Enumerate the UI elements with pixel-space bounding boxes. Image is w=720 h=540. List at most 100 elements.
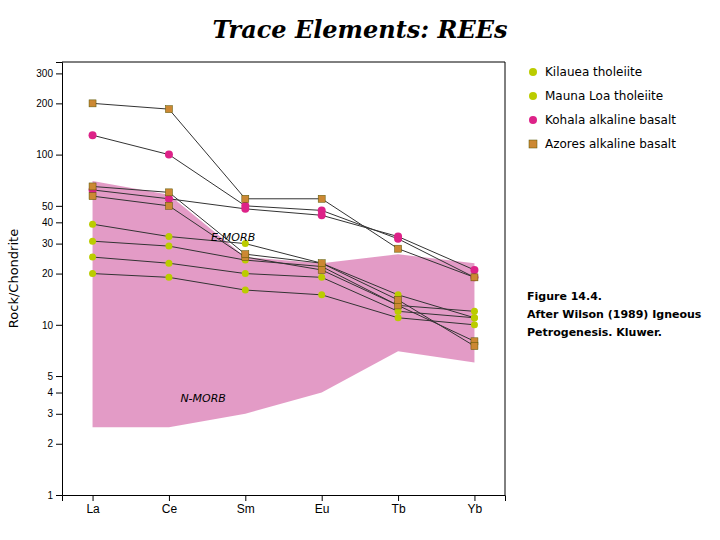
morb-band bbox=[93, 181, 475, 427]
legend: Kilauea tholeiiteMauna Loa tholeiiteKoha… bbox=[529, 65, 676, 151]
data-point bbox=[318, 260, 325, 267]
x-tick: Eu bbox=[315, 495, 330, 516]
y-tick-mark bbox=[56, 103, 62, 104]
series-line bbox=[93, 186, 475, 346]
legend-label: Kohala alkaline basalt bbox=[545, 113, 676, 127]
legend-marker bbox=[529, 92, 537, 100]
y-tick-label: 40 bbox=[42, 217, 54, 228]
series-line bbox=[93, 196, 475, 341]
y-tick-label: 50 bbox=[42, 201, 54, 212]
data-point bbox=[89, 100, 96, 107]
x-tick-label: Sm bbox=[237, 502, 255, 516]
chart: LaCeSmEuTbYb123451020304050100200300E-MO… bbox=[0, 0, 720, 540]
x-tick: Sm bbox=[237, 495, 255, 516]
y-tick: 4 bbox=[47, 387, 62, 398]
y-tick-mark bbox=[56, 206, 62, 207]
data-point bbox=[165, 260, 172, 267]
legend-marker bbox=[529, 140, 537, 148]
frame bbox=[505, 62, 506, 495]
data-point bbox=[318, 260, 325, 267]
x-tick-mark bbox=[93, 495, 94, 501]
data-point bbox=[318, 266, 325, 273]
x-axis-line bbox=[63, 496, 506, 502]
y-tick-mark bbox=[56, 414, 62, 415]
data-point bbox=[318, 274, 325, 281]
x-tick-label: Yb bbox=[468, 502, 483, 516]
y-tick-mark bbox=[56, 274, 62, 275]
y-tick-label: 300 bbox=[36, 68, 53, 79]
y-tick: 1 bbox=[47, 490, 62, 501]
data-point bbox=[394, 233, 402, 241]
data-point bbox=[89, 221, 96, 228]
data-point bbox=[242, 287, 249, 294]
data-point bbox=[89, 131, 97, 139]
data-point bbox=[241, 205, 249, 213]
data-point bbox=[165, 106, 172, 113]
x-tick-mark bbox=[169, 495, 170, 501]
y-tick-mark bbox=[56, 73, 62, 74]
y-tick-mark bbox=[56, 155, 62, 156]
data-point bbox=[318, 291, 325, 298]
x-tick-label: Ce bbox=[162, 502, 178, 516]
series-line bbox=[93, 103, 475, 277]
x-tick: Tb bbox=[392, 495, 406, 516]
data-point bbox=[165, 151, 173, 159]
y-tick-mark bbox=[56, 444, 62, 445]
y-axis-title: Rock/Chondrite bbox=[6, 229, 21, 328]
data-point bbox=[318, 211, 326, 219]
annotation: E-MORB bbox=[211, 231, 255, 244]
series-line bbox=[93, 257, 475, 318]
data-point bbox=[165, 243, 172, 250]
y-tick: 100 bbox=[36, 149, 62, 160]
caption: After Wilson (1989) Igneous bbox=[527, 308, 702, 321]
caption: Figure 14.4. bbox=[527, 290, 602, 303]
y-tick: 300 bbox=[36, 68, 62, 79]
annotation: N-MORB bbox=[180, 392, 226, 405]
data-point bbox=[395, 314, 402, 321]
y-tick: 3 bbox=[47, 408, 62, 419]
y-axis-line bbox=[56, 63, 63, 496]
x-tick: Ce bbox=[162, 495, 178, 516]
x-tick: Yb bbox=[468, 495, 483, 516]
caption: Petrogenesis. Kluwer. bbox=[527, 326, 662, 339]
legend-marker bbox=[529, 116, 537, 124]
y-tick-label: 30 bbox=[42, 238, 54, 249]
x-tick-mark bbox=[398, 495, 399, 501]
y-tick: 10 bbox=[42, 320, 62, 331]
series-line bbox=[93, 224, 475, 318]
data-point bbox=[471, 308, 478, 315]
legend-label: Azores alkaline basalt bbox=[545, 137, 676, 151]
x-tick-mark bbox=[322, 495, 323, 501]
y-tick-mark bbox=[56, 244, 62, 245]
y-tick-label: 20 bbox=[42, 268, 54, 279]
series-line bbox=[93, 274, 475, 325]
plot-area: LaCeSmEuTbYb123451020304050100200300E-MO… bbox=[36, 62, 505, 516]
data-point bbox=[89, 183, 96, 190]
y-tick-mark bbox=[56, 222, 62, 223]
x-tick-mark bbox=[474, 495, 475, 501]
y-tick: 5 bbox=[47, 371, 62, 382]
y-tick: 200 bbox=[36, 98, 62, 109]
data-point bbox=[242, 195, 249, 202]
data-point bbox=[242, 251, 249, 258]
x-tick-label: Eu bbox=[315, 502, 330, 516]
marks bbox=[89, 100, 479, 427]
x-tick-mark bbox=[245, 495, 246, 501]
title: Trace Elements: REEs bbox=[212, 15, 508, 44]
data-point bbox=[471, 274, 478, 281]
y-tick-mark bbox=[56, 495, 62, 496]
frame bbox=[62, 62, 505, 63]
y-tick-label: 5 bbox=[47, 371, 53, 382]
data-point bbox=[165, 202, 172, 209]
data-point bbox=[165, 274, 172, 281]
y-tick-label: 10 bbox=[42, 320, 54, 331]
y-tick-label: 2 bbox=[47, 438, 53, 449]
y-tick-label: 200 bbox=[36, 98, 53, 109]
x-axis: LaCeSmEuTbYb bbox=[63, 495, 506, 516]
data-point bbox=[318, 195, 325, 202]
y-tick: 40 bbox=[42, 217, 62, 228]
annotations: E-MORB N-MORB bbox=[180, 231, 255, 405]
y-tick: 20 bbox=[42, 268, 62, 279]
x-tick-label: Tb bbox=[392, 502, 406, 516]
y-tick-label: 100 bbox=[36, 149, 53, 160]
